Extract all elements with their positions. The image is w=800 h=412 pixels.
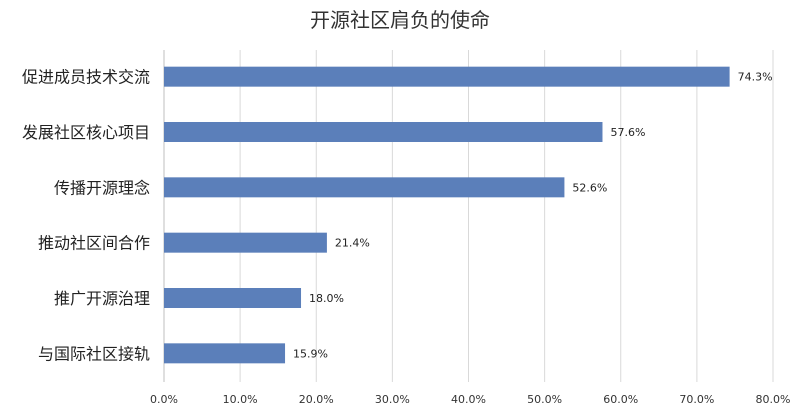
category-label: 传播开源理念 — [54, 178, 150, 197]
x-tick-label: 80.0% — [756, 393, 791, 406]
bar — [164, 343, 286, 364]
category-label: 与国际社区接轨 — [38, 344, 150, 363]
category-label: 推广开源治理 — [54, 289, 150, 308]
bars — [164, 66, 730, 364]
x-tick-label: 20.0% — [299, 393, 334, 406]
x-tick-label: 30.0% — [375, 393, 410, 406]
bar — [164, 66, 730, 87]
data-label: 57.6% — [610, 126, 645, 139]
x-tick-label: 50.0% — [527, 393, 562, 406]
x-tick-label: 70.0% — [679, 393, 714, 406]
data-label: 15.9% — [293, 347, 328, 360]
data-label: 18.0% — [309, 292, 344, 305]
bar — [164, 232, 327, 253]
category-label: 发展社区核心项目 — [22, 123, 150, 142]
x-tick-label: 0.0% — [150, 393, 178, 406]
data-label: 21.4% — [335, 237, 370, 250]
labels: 0.0% 10.0% 20.0% 30.0% 40.0% 50.0% 60.0% 70.0% 8… — [22, 68, 790, 406]
x-tick-label: 40.0% — [451, 393, 486, 406]
bar — [164, 122, 603, 142]
category-label: 促进成员技术交流 — [22, 68, 150, 87]
data-label: 74.3% — [738, 71, 773, 84]
chart-title: 开源社区肩负的使命 — [310, 8, 490, 32]
category-label: 推动社区间合作 — [38, 234, 150, 253]
x-tick-label: 10.0% — [223, 393, 258, 406]
bar — [164, 177, 565, 198]
data-label: 52.6% — [572, 181, 607, 194]
gridlines — [163, 50, 774, 382]
x-tick-label: 60.0% — [603, 393, 638, 406]
bar — [164, 288, 302, 308]
